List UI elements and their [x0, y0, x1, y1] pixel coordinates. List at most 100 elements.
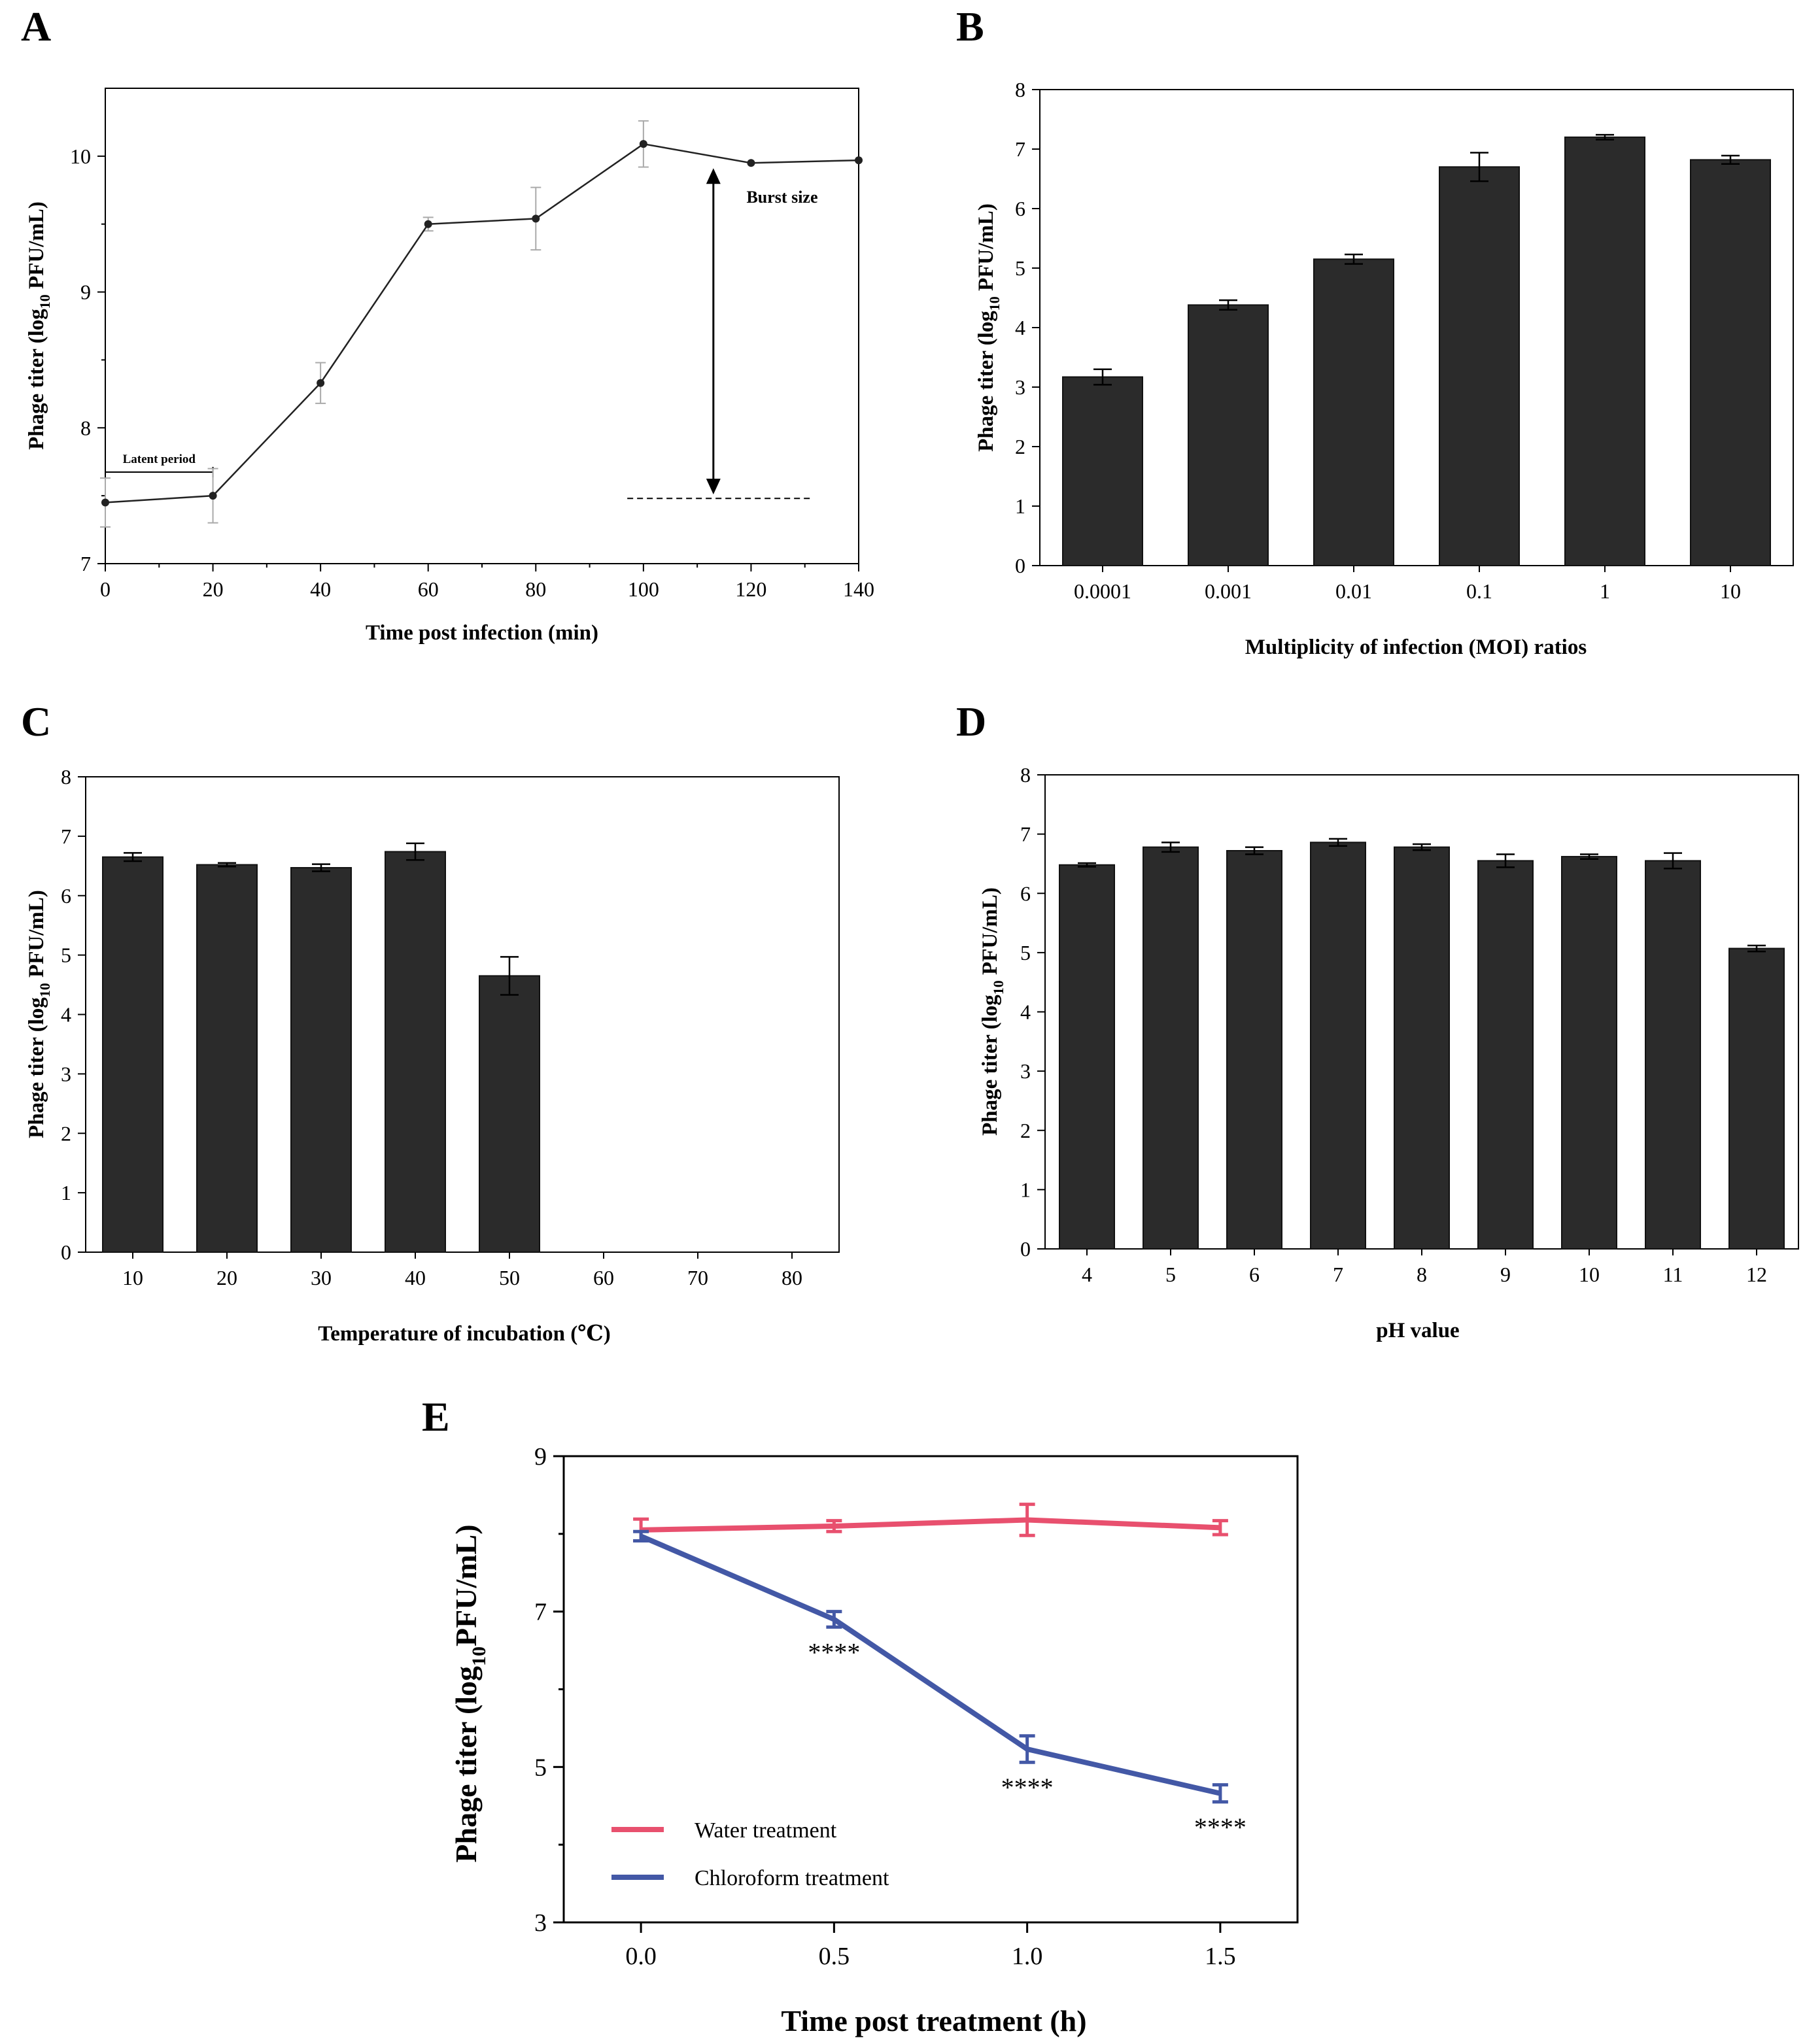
- panel-d-x-tick-label: 4: [1082, 1263, 1092, 1286]
- panel-b-bars: [1062, 133, 1771, 567]
- panel-a-data-point: [101, 498, 109, 507]
- panel-b-x-tick-label: 1: [1600, 579, 1610, 603]
- panel-d-x-axis-title: pH value: [1376, 1319, 1459, 1342]
- panel-c-bars: [102, 842, 540, 1253]
- panel-c-bar: [385, 851, 446, 1253]
- panel-d-x-tick-label: 7: [1333, 1263, 1343, 1286]
- panel-a-y-tick-label: 7: [80, 552, 91, 575]
- panel-d-bar: [1645, 860, 1701, 1250]
- panel-c-y-tick-label: 1: [61, 1181, 71, 1204]
- panel-b-plot-frame: [1039, 89, 1794, 566]
- burst-size-label: Burst size: [746, 188, 817, 207]
- panel-d-y-tick-label: 2: [1020, 1119, 1031, 1142]
- panel-a-data-point: [532, 214, 540, 223]
- panel-c-y-tick-label: 0: [61, 1240, 71, 1264]
- panel-b-x-tick-label: 0.01: [1335, 579, 1372, 603]
- panel-d-x-tick-label: 12: [1746, 1263, 1767, 1286]
- panel-b-y-tick-label: 8: [1015, 78, 1025, 101]
- panel-c-bar: [102, 856, 163, 1253]
- panel-b-y-tick-label: 0: [1015, 554, 1025, 577]
- panel-b-letter: B: [956, 3, 984, 50]
- panel-d-bar: [1059, 864, 1115, 1250]
- panel-a-y-tick-label: 10: [70, 145, 91, 168]
- panel-b-bar: [1564, 136, 1645, 567]
- panel-d-y-tick-label: 7: [1020, 823, 1031, 846]
- panel-d-x-tick-label: 5: [1165, 1263, 1176, 1286]
- panel-d-y-tick-label: 5: [1020, 941, 1031, 964]
- panel-a-data-point: [855, 156, 863, 165]
- panel-d-x-tick-label: 8: [1417, 1263, 1427, 1286]
- panel-a-x-tick-label: 80: [525, 577, 546, 601]
- panel-d-bar: [1226, 850, 1282, 1250]
- panel-c-bar: [479, 975, 540, 1253]
- panel-e-x-tick-label: 0.5: [819, 1943, 850, 1970]
- panel-a-annotations: Latent period Burst size: [105, 168, 818, 500]
- panel-a-data-point: [424, 220, 432, 228]
- panel-c-y-tick-label: 8: [61, 765, 71, 789]
- panel-e-y-tick-label: 7: [534, 1599, 547, 1626]
- panel-a-x-axis-title: Time post infection (min): [366, 621, 598, 645]
- significance-marker: ****: [1194, 1813, 1246, 1842]
- panel-b-y-tick-label: 5: [1015, 256, 1025, 280]
- panel-c-x-axis: 10 20 30 40 50 60 70 80: [122, 1252, 802, 1289]
- panel-e-line-chart: E 3 5 7 9 0.0 0.5 1.0 1.5 **** **** **** Water t…: [422, 1393, 1299, 2037]
- panel-b-y-axis-title: Phage titer (log10 PFU/mL): [974, 203, 1003, 452]
- panel-e-y-axis-title: Phage titer (log10PFU/mL): [449, 1524, 490, 1862]
- panel-b-bar: [1690, 159, 1771, 566]
- panel-c-x-tick-label: 60: [593, 1266, 614, 1289]
- panel-a-series-line: [105, 143, 859, 503]
- panel-c-y-axis-title: Phage titer (log10 PFU/mL): [25, 890, 53, 1138]
- panel-e-y-axis: 3 5 7 9: [534, 1443, 564, 1937]
- panel-b-y-tick-label: 4: [1015, 316, 1025, 339]
- panel-c-x-tick-label: 40: [405, 1266, 426, 1289]
- panel-b-y-tick-label: 1: [1015, 494, 1025, 518]
- panel-a-x-tick-label: 60: [418, 577, 439, 601]
- panel-a-data-point: [209, 492, 217, 500]
- panel-e-x-tick-label: 1.5: [1205, 1943, 1236, 1970]
- water-legend-label: Water treatment: [695, 1818, 837, 1843]
- panel-c-bar: [290, 867, 352, 1253]
- panel-c-x-tick-label: 80: [782, 1266, 802, 1289]
- panel-b-bar: [1062, 376, 1143, 567]
- panel-a-plot-frame: [105, 88, 859, 564]
- panel-b-x-tick-label: 0.1: [1466, 579, 1492, 603]
- panel-b-bar: [1439, 166, 1520, 567]
- panel-d-x-tick-label: 9: [1500, 1263, 1511, 1286]
- panel-e-legend: Water treatment Chloroform treatment: [611, 1818, 889, 1890]
- significance-marker: ****: [1001, 1773, 1054, 1802]
- panel-a-y-axis: 7 8 9 10: [70, 145, 105, 575]
- panel-d-y-tick-label: 0: [1020, 1237, 1031, 1261]
- panel-c-x-tick-label: 20: [216, 1266, 237, 1289]
- panel-d-y-axis: 0 1 2 3 4 5 6 7 8: [1020, 763, 1045, 1261]
- significance-marker: ****: [808, 1637, 860, 1667]
- panel-e-y-tick-label: 9: [534, 1443, 547, 1471]
- panel-d-bar: [1728, 947, 1785, 1250]
- panel-d-bar: [1310, 842, 1366, 1250]
- panel-b-x-tick-label: 10: [1720, 579, 1741, 603]
- panel-d-y-tick-label: 8: [1020, 763, 1031, 787]
- panel-d-x-axis: 4 5 6 7 8 9 10 11 12: [1082, 1249, 1767, 1286]
- panel-e-letter: E: [422, 1393, 450, 1440]
- panel-a-y-axis-title: Phage titer (log10 PFU/mL): [25, 201, 53, 450]
- panel-b-x-axis: 0.0001 0.001 0.01 0.1 1 10: [1074, 566, 1741, 603]
- panel-a-x-tick-label: 100: [628, 577, 659, 601]
- panel-c-y-tick-label: 7: [61, 825, 71, 848]
- panel-b-x-tick-label: 0.001: [1205, 579, 1252, 603]
- water-series-line: [641, 1517, 1221, 1533]
- panel-a-y-tick-label: 8: [80, 416, 91, 439]
- panel-d-bar: [1477, 860, 1534, 1250]
- panel-a-x-tick-label: 0: [100, 577, 111, 601]
- panel-b-y-axis: 0 1 2 3 4 5 6 7 8: [1015, 78, 1040, 577]
- panel-b-y-tick-label: 6: [1015, 197, 1025, 220]
- chloroform-series-line: [640, 1533, 1221, 1796]
- burst-size-arrow-head-up: [706, 168, 721, 184]
- panel-c-letter: C: [21, 698, 51, 745]
- panel-d-x-tick-label: 10: [1579, 1263, 1600, 1286]
- panel-d-y-tick-label: 1: [1020, 1178, 1031, 1201]
- panel-d-bar: [1561, 856, 1617, 1250]
- burst-size-arrow-head-down: [706, 479, 721, 495]
- panel-d-y-axis-title: Phage titer (log10 PFU/mL): [978, 887, 1006, 1136]
- panel-e-y-tick-label: 5: [534, 1754, 547, 1781]
- panel-c-x-axis-title: Temperature of incubation (℃): [318, 1322, 610, 1346]
- panel-d-x-tick-label: 11: [1663, 1263, 1683, 1286]
